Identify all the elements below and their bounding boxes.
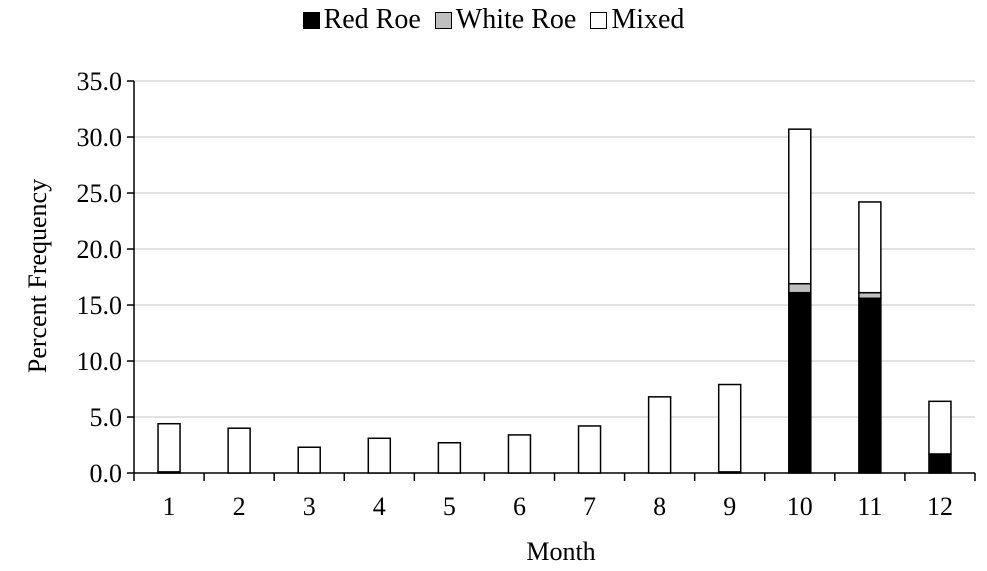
y-tick-label: 0.0 (90, 459, 123, 488)
y-tick-label: 35.0 (77, 67, 123, 96)
x-tick-label: 4 (373, 492, 386, 521)
x-tick-label: 3 (303, 492, 316, 521)
bar-mixed-segment (928, 400, 952, 455)
bar-mixed-segment (437, 442, 462, 474)
bar-red-roe-segment (858, 297, 882, 474)
legend-label-white-roe: White Roe (455, 4, 577, 35)
legend-swatch-red-roe (302, 11, 320, 29)
x-tick-label: 1 (163, 492, 176, 521)
legend-item-white-roe: White Roe (434, 4, 577, 36)
y-axis-label: Percent Frequency (23, 178, 52, 374)
y-tick-label: 10.0 (77, 347, 123, 376)
x-tick-label: 5 (443, 492, 456, 521)
bar-mixed-segment (507, 434, 532, 474)
x-tick-label: 2 (233, 492, 246, 521)
bar-red-roe-segment (928, 453, 952, 474)
x-tick-label: 7 (583, 492, 596, 521)
x-tick-label: 10 (787, 492, 813, 521)
x-tick-label: 8 (653, 492, 666, 521)
y-tick-label: 20.0 (77, 235, 123, 264)
legend-item-red-roe: Red Roe (302, 4, 421, 36)
legend-swatch-mixed (590, 11, 608, 29)
legend-item-mixed: Mixed (590, 4, 684, 36)
x-tick-label: 6 (513, 492, 526, 521)
bar-mixed-segment (577, 425, 602, 474)
bar-mixed-segment (157, 422, 181, 473)
bar-mixed-segment (788, 128, 812, 285)
x-tick-label: 12 (927, 492, 953, 521)
legend-swatch-white-roe (434, 11, 452, 29)
bar-mixed-segment (297, 446, 321, 474)
x-axis-label: Month (526, 537, 596, 566)
bar-mixed-segment (367, 437, 392, 474)
bar-white-roe-segment (858, 291, 882, 300)
bar-mixed-segment (647, 396, 672, 474)
y-tick-label: 15.0 (77, 291, 123, 320)
legend-label-red-roe: Red Roe (323, 4, 421, 35)
bar-white-roe-segment (788, 282, 812, 294)
bar-mixed-segment (717, 383, 742, 473)
bar-mixed-segment (227, 427, 251, 474)
bar-mixed-segment (858, 201, 882, 294)
chart-legend: Red Roe White Roe Mixed (0, 4, 987, 36)
bar-red-roe-segment (788, 291, 812, 474)
legend-label-mixed: Mixed (611, 4, 685, 35)
x-tick-label: 9 (723, 492, 736, 521)
y-tick-label: 30.0 (77, 123, 123, 152)
x-tick-label: 11 (857, 492, 882, 521)
y-tick-label: 25.0 (77, 179, 123, 208)
y-tick-label: 5.0 (90, 403, 123, 432)
